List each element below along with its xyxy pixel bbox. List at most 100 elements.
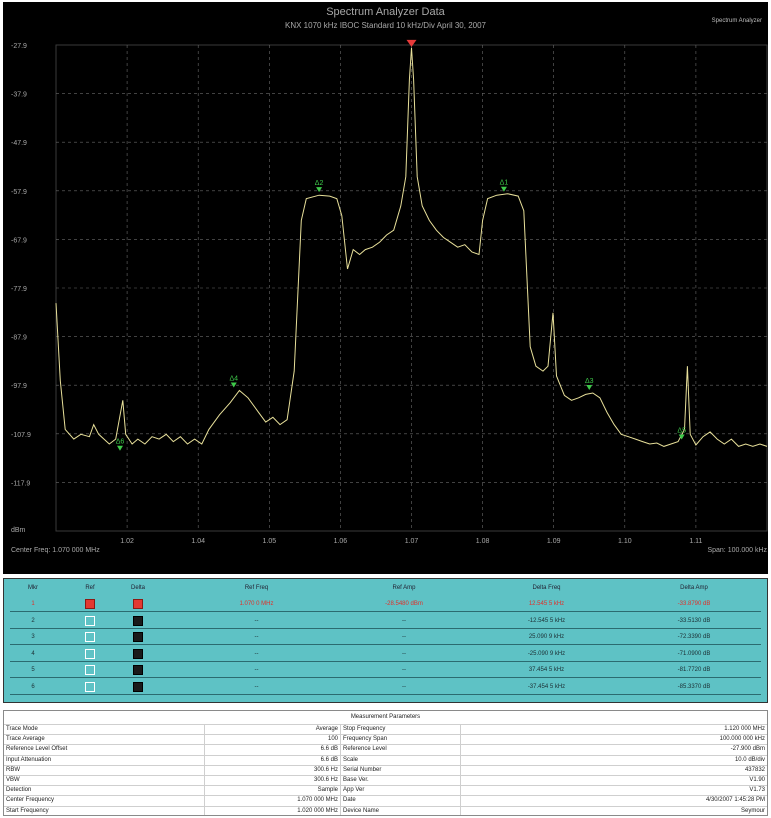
delta-checkbox[interactable] (133, 632, 143, 642)
delta-amp-cell: -85.3370 dB (677, 683, 711, 690)
y-tick-label: -27.9 (11, 43, 27, 50)
param-label: Trace Average (6, 736, 45, 743)
ref-freq-cell: -- (254, 634, 259, 640)
chart-title: Spectrum Analyzer Data (326, 6, 445, 18)
param-row: VBW 300.6 Hz Base Ver. V1.90 (4, 775, 767, 785)
param-value: Seymour (740, 807, 765, 814)
param-label: RBW (6, 766, 20, 773)
param-value: 100.000 000 kHz (719, 736, 765, 743)
delta-checkbox[interactable] (133, 681, 143, 692)
y-tick-label: -67.9 (11, 237, 27, 244)
param-label: Date (343, 797, 356, 804)
ref-freq-cell: -- (254, 617, 259, 624)
param-label: Device Name (343, 807, 380, 814)
ref-checkbox[interactable] (85, 615, 95, 626)
param-value: 10.0 dB/div (734, 756, 765, 763)
trace-line (55, 47, 768, 447)
delta-freq-cell: -37.454 5 kHz (527, 683, 566, 690)
x-tick-label: 1.06 (334, 538, 348, 545)
ref-amp-cell: -- (402, 667, 406, 673)
params-title: Measurement Parameters (350, 714, 421, 720)
marker-table-header: Mkr Ref Delta Ref Freq Ref Amp Delta Freq Delt… (4, 582, 767, 594)
x-tick-label: 1.11 (689, 538, 702, 545)
ref-checkbox[interactable] (85, 681, 95, 692)
y-tick-label: -87.9 (11, 335, 27, 342)
delta-checkbox[interactable] (133, 665, 143, 675)
marker-col-header: Delta (130, 585, 145, 591)
ref-amp-cell: -- (402, 650, 406, 657)
param-label: Scale (343, 756, 359, 763)
marker-col-header: Delta Amp (680, 585, 708, 591)
param-label: Reference Level Offset (6, 746, 68, 753)
param-value: 437832 (744, 766, 765, 773)
marker-number: 6 (31, 683, 35, 690)
delta-marker-label: Δ3 (585, 378, 594, 385)
ref-amp-cell: -- (402, 617, 406, 624)
ref-checkbox[interactable] (85, 632, 95, 642)
delta-marker-label: Δ4 (229, 376, 238, 383)
markers: Δ6 Δ4 Δ2 Δ1 Δ3 Δ5 (116, 39, 686, 451)
ref-amp-cell: -28.5480 dBm (385, 601, 423, 607)
param-value: 300.6 Hz (313, 777, 338, 783)
column-divider (204, 724, 205, 815)
param-label: Stop Frequency (343, 726, 386, 732)
ref-checkbox[interactable] (85, 599, 95, 609)
marker-row[interactable]: 1 1.070 0 MHz -28.5480 dBm 12.545 5 kHz -33.… (4, 597, 767, 612)
delta-checkbox[interactable] (133, 648, 143, 659)
marker-row[interactable]: 3 -- -- 25.090 9 kHz -72.3390 dB (4, 630, 767, 645)
ref-checkbox[interactable] (85, 665, 95, 675)
spectrum-chart: -27.9 -37.9 -47.9 -57.9 -67.9 -77.9 -87.9 -97.9… (11, 39, 768, 554)
center-freq-label: Center Freq: 1.070 000 MHz (11, 547, 100, 554)
marker-col-header: Ref (85, 585, 95, 591)
param-value: 100 (327, 736, 338, 743)
window-corner-label: Spectrum Analyzer (711, 18, 762, 24)
marker-col-header: Delta Freq (532, 585, 561, 591)
param-row: Input Attenuation 6.6 dB Scale 10.0 dB/div (4, 754, 767, 765)
param-value: -27.900 dBm (730, 746, 765, 753)
x-tick-label: 1.09 (547, 538, 561, 545)
param-value: 4/30/2007 1:45:28 PM (705, 797, 765, 804)
marker-row[interactable]: 2 -- -- -12.545 5 kHz -33.5130 dB (4, 614, 767, 629)
delta-marker-icon (116, 445, 123, 451)
ref-amp-cell: -- (402, 683, 406, 690)
x-ticks: 1.02 1.04 1.05 1.06 1.07 1.08 1.09 1.10 1.11 (120, 538, 702, 545)
param-label: Center Frequency (6, 797, 55, 804)
delta-marker-icon (678, 434, 685, 440)
delta-checkbox[interactable] (133, 615, 143, 626)
span-label: Span: 100.000 kHz (707, 547, 767, 554)
y-tick-label: -107.9 (11, 432, 31, 439)
ref-checkbox[interactable] (85, 648, 95, 659)
marker-row[interactable]: 5 -- -- 37.454 5 kHz -81.7720 dB (4, 663, 767, 678)
x-tick-label: 1.05 (262, 538, 276, 545)
param-value: V1.73 (749, 787, 765, 794)
param-label: Frequency Span (343, 736, 388, 743)
marker-row[interactable]: 4 -- -- -25.090 9 kHz -71.0900 dB (4, 647, 767, 662)
param-label: App Ver (343, 787, 365, 794)
param-row: Start Frequency 1.020 000 MHz Device Name S… (4, 805, 767, 816)
delta-marker-icon (230, 382, 237, 388)
y-tick-label: -37.9 (11, 92, 27, 99)
marker-number: 2 (31, 617, 35, 624)
delta-freq-cell: 12.545 5 kHz (528, 601, 565, 607)
delta-marker-label: Δ5 (677, 428, 686, 435)
row-divider (10, 693, 761, 695)
param-value: 1.070 000 MHz (297, 797, 338, 804)
delta-freq-cell: -25.090 9 kHz (527, 650, 566, 657)
row-divider (10, 660, 761, 662)
param-label: VBW (6, 777, 20, 783)
row-divider (10, 627, 761, 629)
marker-col-header: Ref Amp (392, 585, 416, 591)
delta-checkbox[interactable] (133, 599, 143, 609)
row-divider (10, 677, 761, 678)
delta-amp-cell: -72.3390 dB (677, 634, 711, 640)
param-row: Detection Sample App Ver V1.73 (4, 785, 767, 795)
delta-marker-label: Δ1 (500, 180, 509, 187)
marker-table: Mkr Ref Delta Ref Freq Ref Amp Delta Freq Delt… (3, 578, 768, 703)
row-divider (10, 611, 761, 612)
param-row: Center Frequency 1.070 000 MHz Date 4/30/20… (4, 795, 767, 805)
grid (56, 45, 767, 531)
marker-row[interactable]: 6 -- -- -37.454 5 kHz -85.3370 dB (4, 680, 767, 695)
x-tick-label: 1.02 (120, 538, 134, 545)
y-tick-label: -47.9 (11, 140, 27, 147)
ref-freq-cell: -- (254, 683, 259, 690)
